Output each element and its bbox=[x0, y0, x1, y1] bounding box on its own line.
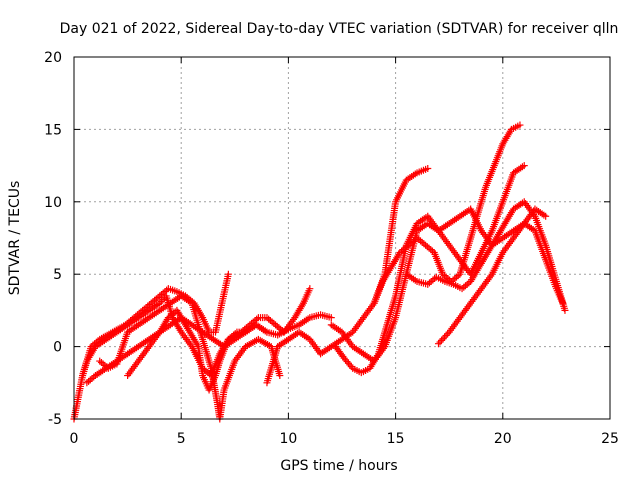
x-tick-label: 0 bbox=[70, 431, 79, 447]
data-point bbox=[436, 338, 444, 346]
data-point bbox=[306, 285, 314, 293]
x-axis-label: GPS time / hours bbox=[280, 458, 397, 474]
series-arc-9 bbox=[370, 121, 524, 307]
y-tick-label: -5 bbox=[48, 412, 62, 428]
y-tick-label: 20 bbox=[44, 50, 62, 66]
y-tick-label: 5 bbox=[53, 267, 62, 283]
x-tick-label: 25 bbox=[601, 431, 619, 447]
data-point bbox=[434, 340, 442, 348]
data-point bbox=[559, 299, 567, 307]
y-tick-label: 10 bbox=[44, 195, 62, 211]
chart-points bbox=[70, 121, 569, 423]
axis-ticks bbox=[73, 56, 611, 420]
data-point bbox=[276, 372, 284, 380]
x-tick-label: 20 bbox=[494, 431, 512, 447]
data-point bbox=[439, 335, 447, 343]
data-point bbox=[347, 363, 355, 371]
data-point bbox=[438, 336, 446, 344]
y-tick-label: 15 bbox=[44, 122, 62, 138]
series-arc-4 bbox=[96, 292, 284, 423]
data-point bbox=[520, 162, 528, 170]
plot-border bbox=[73, 56, 611, 420]
series-arc-8 bbox=[327, 162, 528, 365]
x-tick-label: 15 bbox=[387, 431, 405, 447]
chart-grid bbox=[74, 57, 610, 419]
axis-tick-labels: 0 5 10 15 20 25 -5 0 5 10 15 20 bbox=[44, 50, 619, 447]
data-point bbox=[327, 314, 335, 322]
data-point bbox=[542, 212, 550, 220]
data-point bbox=[424, 164, 432, 172]
data-point bbox=[454, 272, 462, 280]
data-point bbox=[561, 306, 569, 314]
data-point bbox=[516, 121, 524, 129]
chart-title: Day 021 of 2022, Sidereal Day-to-day VTE… bbox=[60, 21, 619, 37]
y-tick-label: 0 bbox=[53, 340, 62, 356]
series-arc-11 bbox=[434, 220, 567, 348]
x-tick-label: 5 bbox=[177, 431, 186, 447]
data-point bbox=[441, 333, 449, 341]
y-axis-label: SDTVAR / TECUs bbox=[7, 181, 23, 296]
data-point bbox=[90, 373, 98, 381]
data-point bbox=[442, 331, 450, 339]
x-tick-label: 10 bbox=[279, 431, 297, 447]
series-arc-5 bbox=[124, 311, 335, 380]
data-point bbox=[224, 270, 232, 278]
